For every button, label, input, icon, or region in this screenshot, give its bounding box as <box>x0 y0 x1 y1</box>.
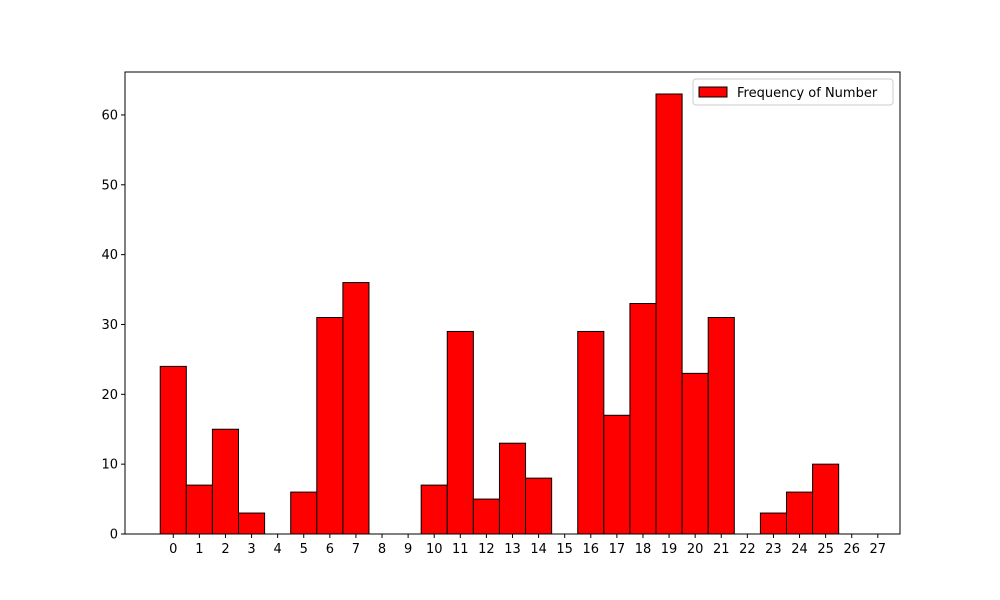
x-tick-label: 13 <box>504 542 521 557</box>
legend-box <box>692 78 894 106</box>
x-tick-label: 12 <box>478 542 495 557</box>
bar <box>316 316 344 535</box>
bar <box>420 484 448 535</box>
bar <box>211 428 240 535</box>
bar <box>785 491 814 535</box>
x-tick-label: 23 <box>765 542 782 557</box>
x-tick-label: 6 <box>326 542 334 557</box>
bar <box>472 498 500 535</box>
x-tick-label: 3 <box>247 542 255 557</box>
x-tick-label: 1 <box>195 542 203 557</box>
bar <box>446 330 474 535</box>
y-tick-label: 10 <box>101 458 118 473</box>
x-tick-label: 19 <box>661 542 678 557</box>
x-tick-label: 24 <box>791 542 808 557</box>
bar <box>525 477 553 535</box>
x-tick-label: 16 <box>583 542 600 557</box>
x-tick-label: 9 <box>404 542 412 557</box>
bar <box>498 442 527 535</box>
y-tick-label: 30 <box>101 318 118 333</box>
bar <box>759 512 787 535</box>
y-tick-label: 50 <box>101 178 118 193</box>
bar <box>603 414 631 535</box>
x-tick-label: 0 <box>169 542 177 557</box>
bar <box>707 316 735 535</box>
x-tick-label: 21 <box>713 542 730 557</box>
x-tick-label: 8 <box>378 542 386 557</box>
bar <box>629 303 657 535</box>
x-tick-label: 20 <box>687 542 704 557</box>
bar <box>577 330 605 535</box>
x-tick-label: 25 <box>817 542 834 557</box>
y-tick-label: 0 <box>110 528 118 543</box>
bar <box>812 463 840 535</box>
y-tick-label: 20 <box>101 388 118 403</box>
x-tick-label: 2 <box>221 542 229 557</box>
x-tick-label: 17 <box>609 542 626 557</box>
x-tick-label: 26 <box>843 542 860 557</box>
x-tick-label: 10 <box>426 542 443 557</box>
x-tick-label: 18 <box>635 542 652 557</box>
bar <box>342 282 370 535</box>
y-tick-label: 60 <box>101 108 118 123</box>
x-tick-label: 5 <box>300 542 308 557</box>
bar <box>655 93 683 535</box>
x-tick-label: 27 <box>870 542 887 557</box>
bar <box>185 484 213 535</box>
legend-label: Frequency of Number <box>737 86 878 101</box>
x-tick-label: 7 <box>352 542 360 557</box>
bar <box>681 372 709 535</box>
bar <box>290 491 318 535</box>
x-tick-label: 11 <box>452 542 469 557</box>
x-tick-label: 22 <box>739 542 756 557</box>
bar <box>159 365 187 535</box>
legend-swatch <box>698 86 728 98</box>
bar <box>238 512 266 535</box>
x-tick-label: 14 <box>530 542 547 557</box>
x-tick-label: 15 <box>556 542 573 557</box>
y-tick-label: 40 <box>101 248 118 263</box>
x-tick-label: 4 <box>274 542 282 557</box>
